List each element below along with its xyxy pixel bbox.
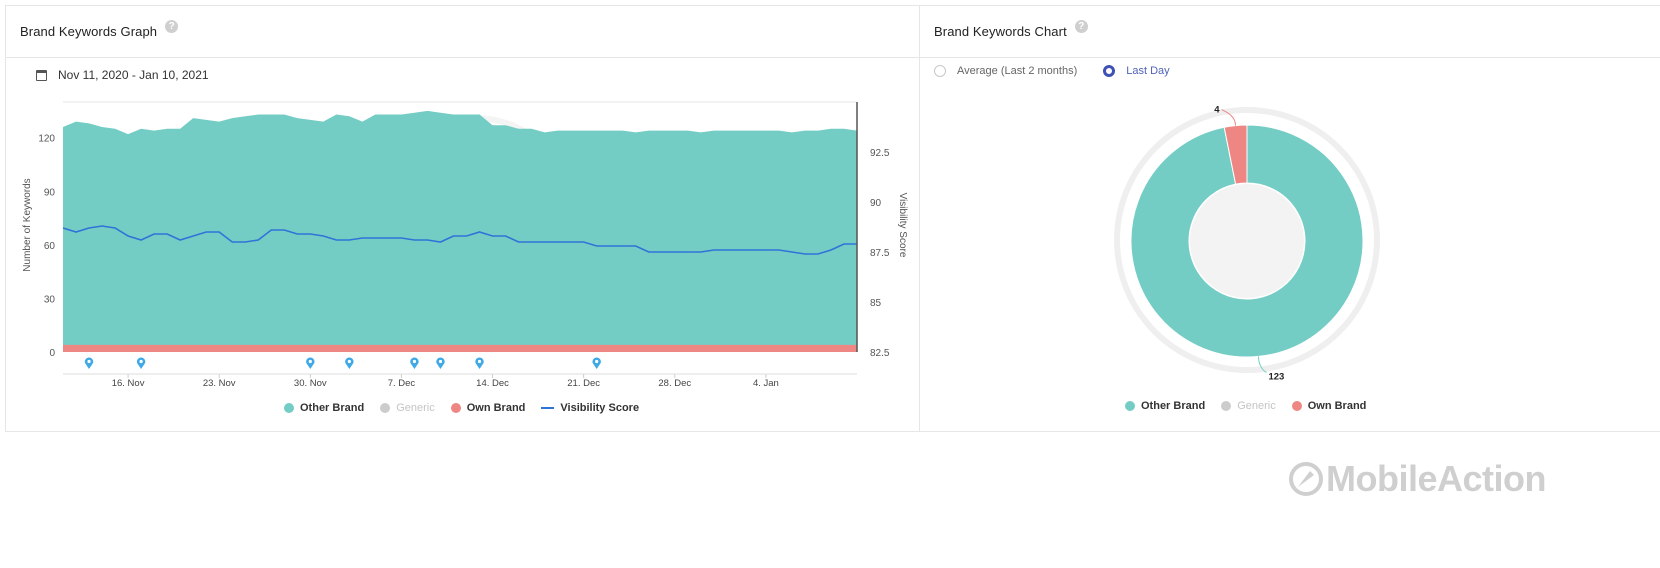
- legend-label: Own Brand: [466, 402, 526, 414]
- question-circle-icon[interactable]: ?: [165, 20, 179, 33]
- annotation-flag-icon[interactable]: [436, 357, 445, 369]
- panel-header: Brand Keywords Chart ?: [920, 6, 1660, 58]
- flag-marker: [436, 357, 445, 369]
- x-tick-label: 14. Dec: [476, 378, 509, 389]
- radio-unchecked-icon: [934, 65, 946, 77]
- connector-own-brand: [1221, 109, 1237, 126]
- donut-slice-other-brand[interactable]: [1130, 124, 1364, 358]
- legend-dot-icon: [380, 403, 391, 413]
- legend-dot-icon: [1221, 401, 1232, 411]
- legend-label: Other Brand: [300, 402, 365, 414]
- brand-keywords-area-chart: 0 30 60 90 120 82.5 85 87.5 90 92.5 16. Nov 23. Nov…: [22, 101, 908, 389]
- rocket-icon: [1289, 462, 1323, 496]
- legend-label: Own Brand: [1307, 400, 1367, 412]
- donut-center: [1190, 184, 1304, 298]
- flag-marker: [84, 357, 94, 369]
- flag-dot: [595, 359, 599, 364]
- legend-dot-icon: [1125, 401, 1135, 411]
- area-own-brand: [63, 344, 857, 352]
- legend-item-visibility-score[interactable]: Visibility Score: [541, 402, 639, 414]
- legend-dot-icon: [450, 403, 461, 413]
- y2-tick-label: 92.5: [870, 148, 890, 159]
- radio-label: Last Day: [1126, 65, 1170, 77]
- y2-tick-label: 87.5: [870, 248, 890, 259]
- flag-marker: [410, 357, 419, 369]
- question-circle-icon[interactable]: ?: [1074, 20, 1088, 33]
- y2-tick-label: 82.5: [870, 348, 890, 359]
- x-tick-label: 30. Nov: [294, 378, 327, 389]
- y-axis-title: Number of Keywords: [22, 178, 33, 271]
- area-other-brand: [63, 110, 857, 352]
- y-tick-label: 30: [44, 294, 56, 305]
- legend-label: Other Brand: [1141, 400, 1206, 412]
- legend-item-generic[interactable]: Generic: [1221, 400, 1276, 412]
- calendar-icon: [36, 69, 47, 81]
- legend-item-other-brand[interactable]: Other Brand: [284, 402, 364, 414]
- legend-dot-icon: [284, 403, 294, 413]
- annotation-flag-icon[interactable]: [592, 357, 601, 369]
- y2-tick-label: 85: [870, 298, 882, 309]
- flag-dot: [87, 359, 91, 364]
- donut-slice-own-brand[interactable]: [1223, 124, 1248, 185]
- x-tick-label: 23. Nov: [203, 378, 236, 389]
- brand-keywords-donut-chart: 4 123: [1114, 105, 1380, 382]
- line-visibility-score: [62, 225, 857, 255]
- panel-title: Brand Keywords Graph: [20, 24, 158, 39]
- data-label-other-brand: 123: [1268, 371, 1284, 382]
- radio-checked-icon: [1103, 65, 1116, 77]
- flag-marker: [306, 357, 315, 369]
- legend-label: Generic: [396, 402, 435, 414]
- annotation-flag-icon[interactable]: [136, 357, 146, 369]
- x-tick-label: 4. Jan: [753, 378, 779, 389]
- annotation-flag-icon[interactable]: [84, 357, 94, 369]
- y-tick-label: 90: [44, 187, 56, 198]
- x-tick-label: 16. Nov: [112, 378, 145, 389]
- legend-item-generic[interactable]: Generic: [380, 402, 435, 414]
- flag-dot: [412, 359, 417, 364]
- flag-marker: [592, 357, 601, 369]
- y2-tick-label: 90: [870, 198, 882, 209]
- data-label-own-brand: 4: [1214, 105, 1220, 116]
- watermark-rocket-icon: [1114, 107, 1380, 373]
- legend-dot-icon: [1291, 401, 1302, 411]
- flag-marker: [345, 357, 354, 369]
- y-tick-label: 60: [44, 241, 56, 252]
- annotation-flag-icon[interactable]: [306, 357, 315, 369]
- flag-dot: [139, 359, 143, 364]
- panel-title: Brand Keywords Chart: [934, 24, 1067, 39]
- chart-legend: Other Brand Generic Own Brand: [1125, 400, 1382, 412]
- flag-dot: [308, 359, 312, 364]
- legend-item-own-brand[interactable]: Own Brand: [1291, 400, 1367, 412]
- x-tick-label: 7. Dec: [388, 378, 416, 389]
- flag-marker: [136, 357, 146, 369]
- legend-line-icon: [541, 407, 555, 409]
- mobileaction-logo: MobileAction: [1288, 458, 1546, 500]
- radio-last-day[interactable]: Last Day: [1103, 65, 1170, 77]
- annotation-flag-icon[interactable]: [345, 357, 354, 369]
- annotation-flag-icon[interactable]: [475, 357, 484, 369]
- brand-name: MobileAction: [1326, 458, 1546, 499]
- period-radio-group: Average (Last 2 months) Last Day: [934, 65, 1196, 77]
- legend-label: Visibility Score: [560, 402, 640, 414]
- y-tick-label: 0: [49, 348, 55, 359]
- y-tick-label: 120: [38, 134, 55, 145]
- radio-label: Average (Last 2 months): [957, 65, 1078, 77]
- connector-other-brand: [1257, 356, 1267, 373]
- panel-header: Brand Keywords Graph ?: [6, 6, 919, 58]
- x-tick-label: 28. Dec: [658, 378, 691, 389]
- legend-item-other-brand[interactable]: Other Brand: [1125, 400, 1205, 412]
- flag-marker: [475, 357, 484, 369]
- x-tick-label: 21. Dec: [567, 378, 600, 389]
- radio-average[interactable]: Average (Last 2 months): [934, 65, 1077, 77]
- graph-legend: Other Brand Generic Own Brand Visibility…: [284, 402, 655, 414]
- legend-item-own-brand[interactable]: Own Brand: [450, 402, 526, 414]
- annotation-flag-icon[interactable]: [410, 357, 419, 369]
- flag-dot: [477, 359, 482, 364]
- flag-dot: [347, 359, 351, 364]
- flag-dot: [438, 359, 443, 364]
- y2-axis-title: Visibility Score: [897, 193, 908, 258]
- date-range-picker[interactable]: Nov 11, 2020 - Jan 10, 2021: [36, 68, 209, 82]
- date-range-text: Nov 11, 2020 - Jan 10, 2021: [58, 68, 209, 82]
- legend-label: Generic: [1237, 400, 1276, 412]
